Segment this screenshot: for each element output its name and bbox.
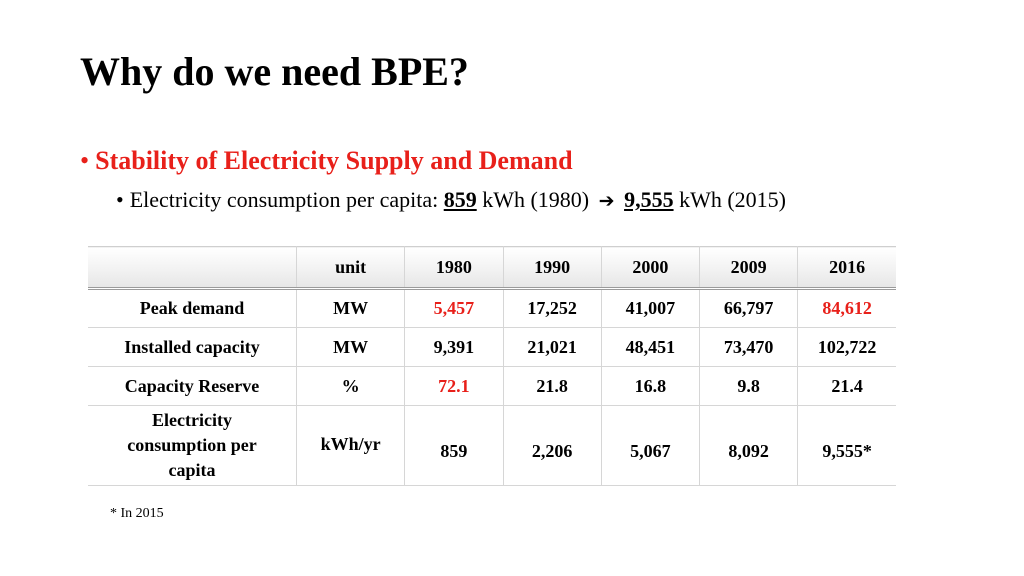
row-unit: kWh/yr: [296, 405, 406, 486]
table-cell: 859: [404, 405, 504, 486]
table-cell: 9,391: [404, 327, 504, 367]
table-header-row: unit 1980 1990 2000 2009 2016: [88, 246, 896, 290]
row-label: Capacity Reserve: [88, 366, 298, 406]
row-label: Electricity consumption per capita: [88, 405, 298, 486]
consumption-2015-unit: kWh (2015): [679, 187, 786, 212]
table-cell: 48,451: [601, 327, 700, 367]
footnote: * In 2015: [110, 506, 164, 521]
table-row: Capacity Reserve % 72.1 21.8 16.8 9.8 21…: [88, 366, 896, 406]
table-cell: 21.4: [797, 366, 896, 406]
row-label: Installed capacity: [88, 327, 298, 367]
table-cell: 102,722: [797, 327, 896, 367]
header-cell-year: 1980: [404, 246, 504, 290]
row-unit: %: [296, 366, 406, 406]
table-cell: 9,555*: [797, 405, 896, 486]
header-cell-year: 2016: [797, 246, 896, 290]
table-row: Electricity consumption per capita kWh/y…: [88, 405, 896, 486]
page-title: Why do we need BPE?: [80, 49, 469, 94]
table-cell: 41,007: [601, 288, 700, 328]
table-row: Installed capacity MW 9,391 21,021 48,45…: [88, 327, 896, 367]
table-cell: 8,092: [699, 405, 799, 486]
header-cell-year: 2000: [601, 246, 700, 290]
table-cell: 5,457: [404, 288, 504, 328]
table-cell: 5,067: [601, 405, 700, 486]
row-unit: MW: [296, 327, 406, 367]
arrow-right-icon: ➔: [598, 190, 615, 212]
bullet-dot: •: [116, 187, 124, 212]
table-cell: 16.8: [601, 366, 700, 406]
row-label: Peak demand: [88, 288, 298, 328]
table-row: Peak demand MW 5,457 17,252 41,007 66,79…: [88, 288, 896, 328]
table-cell: 21,021: [503, 327, 602, 367]
header-cell-year: 2009: [699, 246, 799, 290]
table-cell: 21.8: [503, 366, 602, 406]
header-cell-label: [88, 246, 298, 290]
row-unit: MW: [296, 288, 406, 328]
consumption-1980-value: 859: [443, 187, 477, 212]
table-cell: 2,206: [503, 405, 602, 486]
header-cell-year: 1990: [503, 246, 602, 290]
table-cell: 72.1: [404, 366, 504, 406]
table-cell: 17,252: [503, 288, 602, 328]
table-cell: 9.8: [699, 366, 799, 406]
bullet-stability: • Stability of Electricity Supply and Dem…: [80, 146, 573, 176]
bullet-dot: •: [80, 146, 90, 175]
bullet-consumption: • Electricity consumption per capita: 859…: [116, 187, 786, 213]
bullet-stability-text: Stability of Electricity Supply and Dema…: [95, 146, 573, 175]
table-cell: 84,612: [797, 288, 896, 328]
consumption-prefix: Electricity consumption per capita:: [129, 187, 439, 212]
table-cell: 73,470: [699, 327, 799, 367]
header-cell-unit: unit: [296, 246, 406, 290]
table-cell: 66,797: [699, 288, 799, 328]
consumption-1980-unit: kWh (1980): [482, 187, 590, 212]
electricity-table: unit 1980 1990 2000 2009 2016 Peak deman…: [88, 246, 896, 486]
consumption-2015-value: 9,555: [624, 187, 674, 212]
